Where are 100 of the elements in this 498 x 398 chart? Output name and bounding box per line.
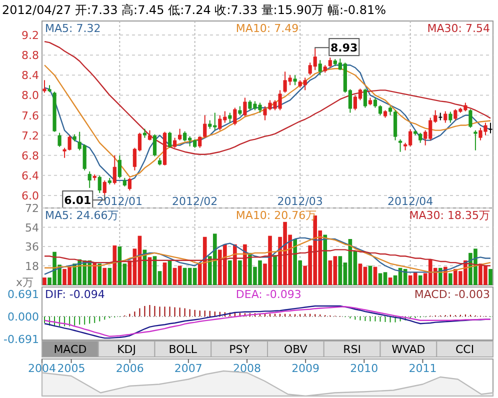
y-tick-label: 8.8 xyxy=(22,49,39,62)
y-tick-label: 8.4 xyxy=(22,69,39,82)
candlestick xyxy=(128,177,132,191)
bar xyxy=(388,278,392,285)
x-tick-label: 2004 xyxy=(28,362,56,375)
x-tick-label: 2005 xyxy=(57,362,86,375)
y-tick-label: 18 xyxy=(25,260,39,273)
bar xyxy=(233,244,237,285)
candlestick xyxy=(42,80,46,94)
candlestick xyxy=(438,112,442,121)
candlestick xyxy=(178,128,182,141)
series-label: MACD: -0.003 xyxy=(414,288,490,301)
y-tick-label: 7.6 xyxy=(22,109,39,122)
candlestick xyxy=(152,134,157,157)
bar xyxy=(448,273,452,285)
candlestick xyxy=(238,106,242,116)
text: OBV xyxy=(284,343,308,356)
candlestick xyxy=(243,97,247,117)
candlestick xyxy=(98,174,102,194)
bar xyxy=(42,278,46,285)
line-series xyxy=(44,40,492,155)
y-tick-label: 6.0 xyxy=(22,189,39,202)
candlestick xyxy=(293,74,297,86)
bar xyxy=(323,234,328,285)
bar xyxy=(243,244,247,285)
series-label: DEA: -0.093 xyxy=(236,288,302,301)
x-tick-label: 2011 xyxy=(408,362,437,375)
x-tick-label: 2012/01 xyxy=(96,195,143,208)
candlestick xyxy=(328,57,332,68)
bar xyxy=(418,275,422,285)
y-tick-label: 0.000 xyxy=(8,310,39,324)
text: KDJ xyxy=(117,343,136,356)
bar xyxy=(92,262,97,285)
candlestick xyxy=(58,132,62,148)
candlestick xyxy=(318,60,322,76)
text: RSI xyxy=(343,343,361,356)
candlestick xyxy=(388,106,392,116)
y-tick-label: 54 xyxy=(25,221,39,234)
candlestick xyxy=(373,97,378,108)
candlestick xyxy=(88,170,92,188)
text: MA30: 7.54 xyxy=(427,22,490,35)
candlestick xyxy=(102,180,106,196)
y-tick-label: 7.2 xyxy=(22,129,39,142)
candlestick xyxy=(363,88,368,108)
x-tick-label: 2006 xyxy=(116,362,144,375)
text: DIF: -0.094 xyxy=(45,288,105,301)
text: MACD xyxy=(54,343,87,356)
y-tick-label: 6.8 xyxy=(22,149,39,162)
text: MA5: 24.66万 xyxy=(45,209,119,222)
candlestick xyxy=(172,137,177,148)
candlestick xyxy=(233,107,237,126)
bar xyxy=(273,255,277,285)
x-tick-label: 2008 xyxy=(233,362,261,375)
bar xyxy=(228,260,232,285)
candlestick xyxy=(148,130,152,141)
x-tick-label: 2012/03 xyxy=(277,195,323,208)
candlestick xyxy=(228,112,232,124)
x-tick-label: 2009 xyxy=(292,362,320,375)
bar xyxy=(108,268,112,285)
candlestick xyxy=(112,154,116,185)
candlestick xyxy=(468,108,472,128)
candlestick xyxy=(418,132,422,144)
y-tick-label: 8.0 xyxy=(22,89,39,102)
text: CCI xyxy=(456,343,474,356)
y-tick-label: 0.691 xyxy=(8,288,39,301)
y-tick-label: 9.2 xyxy=(22,29,39,42)
annotation: 8.93 xyxy=(330,42,358,55)
text: MA5: 7.32 xyxy=(45,22,101,35)
bar xyxy=(162,262,167,285)
bar xyxy=(168,260,172,285)
y-tick-label: 36 xyxy=(25,240,39,254)
series-label: MA10: 20.76万 xyxy=(236,209,317,222)
y-tick-label: 72 xyxy=(25,202,39,215)
candlestick xyxy=(118,154,122,178)
candlestick xyxy=(203,114,207,138)
y-axis-title: x万 xyxy=(16,276,34,289)
bar xyxy=(98,264,102,285)
candlestick xyxy=(142,128,147,138)
candlestick xyxy=(168,131,172,148)
candlestick xyxy=(198,136,202,148)
text: MA30: 18.35万 xyxy=(409,209,490,222)
annotation: 6.01 xyxy=(64,194,92,207)
bar xyxy=(238,260,242,285)
x-tick-label: 2012/02 xyxy=(172,195,218,208)
bar xyxy=(373,266,378,285)
candlestick xyxy=(378,104,382,116)
bar xyxy=(368,266,372,285)
candlestick xyxy=(474,130,478,151)
text: WVAD xyxy=(392,343,426,356)
y-tick-label: 6.4 xyxy=(22,169,39,182)
x-tick-label: 2010 xyxy=(350,362,378,375)
bar xyxy=(102,268,107,285)
chart-title: 2012/04/27 开:7.33 高:7.45 低:7.24 收:7.33 量:15.90万 幅:-0.81% xyxy=(2,3,386,17)
candlestick xyxy=(444,110,448,124)
line-series xyxy=(44,249,492,266)
candlestick xyxy=(488,122,492,134)
candlestick xyxy=(448,111,452,124)
bar xyxy=(488,268,492,285)
x-tick-label: 2007 xyxy=(174,362,202,375)
candlestick xyxy=(398,138,402,152)
